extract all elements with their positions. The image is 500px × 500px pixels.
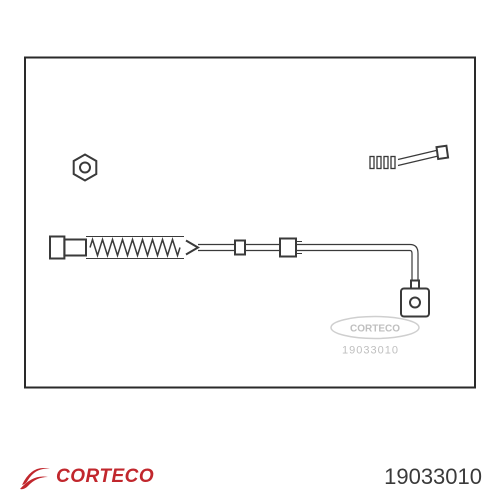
- corteco-logo: CORTECO: [18, 462, 154, 492]
- watermark-number: 19033010: [342, 345, 399, 357]
- footer-bar: CORTECO 19033010: [0, 462, 500, 492]
- logo-text: CORTECO: [56, 466, 154, 488]
- corteco-icon: [18, 462, 52, 492]
- diagram-stage: CORTECO 19033010: [20, 53, 480, 398]
- svg-text:CORTECO: CORTECO: [350, 324, 400, 335]
- part-number: 19033010: [384, 464, 482, 490]
- technical-drawing: [20, 53, 480, 398]
- corteco-watermark: CORTECO: [320, 315, 430, 345]
